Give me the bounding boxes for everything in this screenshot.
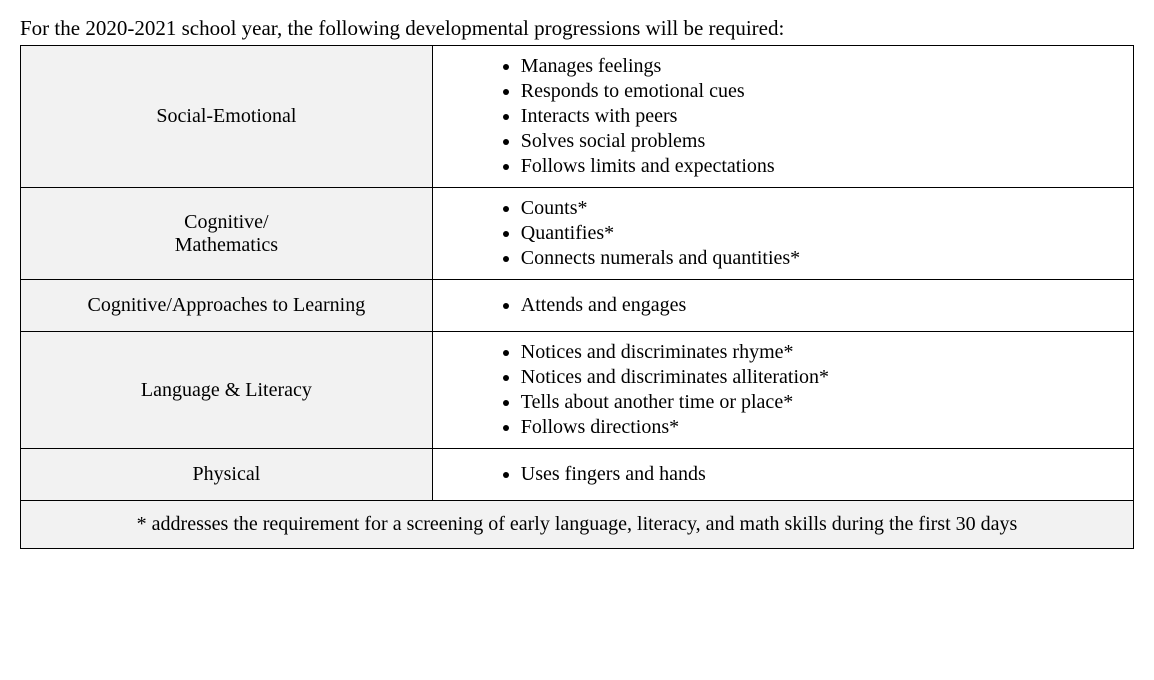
items-list: Attends and engages: [433, 293, 1133, 318]
footnote-row: * addresses the requirement for a screen…: [21, 501, 1134, 549]
list-item: Solves social problems: [521, 129, 1133, 154]
list-item: Manages feelings: [521, 54, 1133, 79]
items-list: Notices and discriminates rhyme* Notices…: [433, 340, 1133, 440]
list-item: Notices and discriminates rhyme*: [521, 340, 1133, 365]
list-item: Follows directions*: [521, 415, 1133, 440]
items-list: Manages feelings Responds to emotional c…: [433, 54, 1133, 179]
category-cell: Cognitive/Mathematics: [21, 188, 433, 280]
table-row: Cognitive/Approaches to Learning Attends…: [21, 280, 1134, 332]
intro-text: For the 2020-2021 school year, the follo…: [20, 16, 1134, 41]
table-row: Language & Literacy Notices and discrimi…: [21, 332, 1134, 449]
progressions-table: Social-Emotional Manages feelings Respon…: [20, 45, 1134, 549]
footnote-cell: * addresses the requirement for a screen…: [21, 501, 1134, 549]
list-item: Attends and engages: [521, 293, 1133, 318]
items-cell: Counts* Quantifies* Connects numerals an…: [432, 188, 1133, 280]
items-cell: Uses fingers and hands: [432, 449, 1133, 501]
items-list: Counts* Quantifies* Connects numerals an…: [433, 196, 1133, 271]
category-cell: Social-Emotional: [21, 46, 433, 188]
table-row: Social-Emotional Manages feelings Respon…: [21, 46, 1134, 188]
list-item: Uses fingers and hands: [521, 462, 1133, 487]
list-item: Notices and discriminates alliteration*: [521, 365, 1133, 390]
list-item: Interacts with peers: [521, 104, 1133, 129]
list-item: Connects numerals and quantities*: [521, 246, 1133, 271]
list-item: Tells about another time or place*: [521, 390, 1133, 415]
list-item: Responds to emotional cues: [521, 79, 1133, 104]
list-item: Counts*: [521, 196, 1133, 221]
table-row: Physical Uses fingers and hands: [21, 449, 1134, 501]
list-item: Quantifies*: [521, 221, 1133, 246]
items-cell: Notices and discriminates rhyme* Notices…: [432, 332, 1133, 449]
items-list: Uses fingers and hands: [433, 462, 1133, 487]
category-cell: Cognitive/Approaches to Learning: [21, 280, 433, 332]
items-cell: Manages feelings Responds to emotional c…: [432, 46, 1133, 188]
table-row: Cognitive/Mathematics Counts* Quantifies…: [21, 188, 1134, 280]
items-cell: Attends and engages: [432, 280, 1133, 332]
list-item: Follows limits and expectations: [521, 154, 1133, 179]
category-cell: Language & Literacy: [21, 332, 433, 449]
category-cell: Physical: [21, 449, 433, 501]
